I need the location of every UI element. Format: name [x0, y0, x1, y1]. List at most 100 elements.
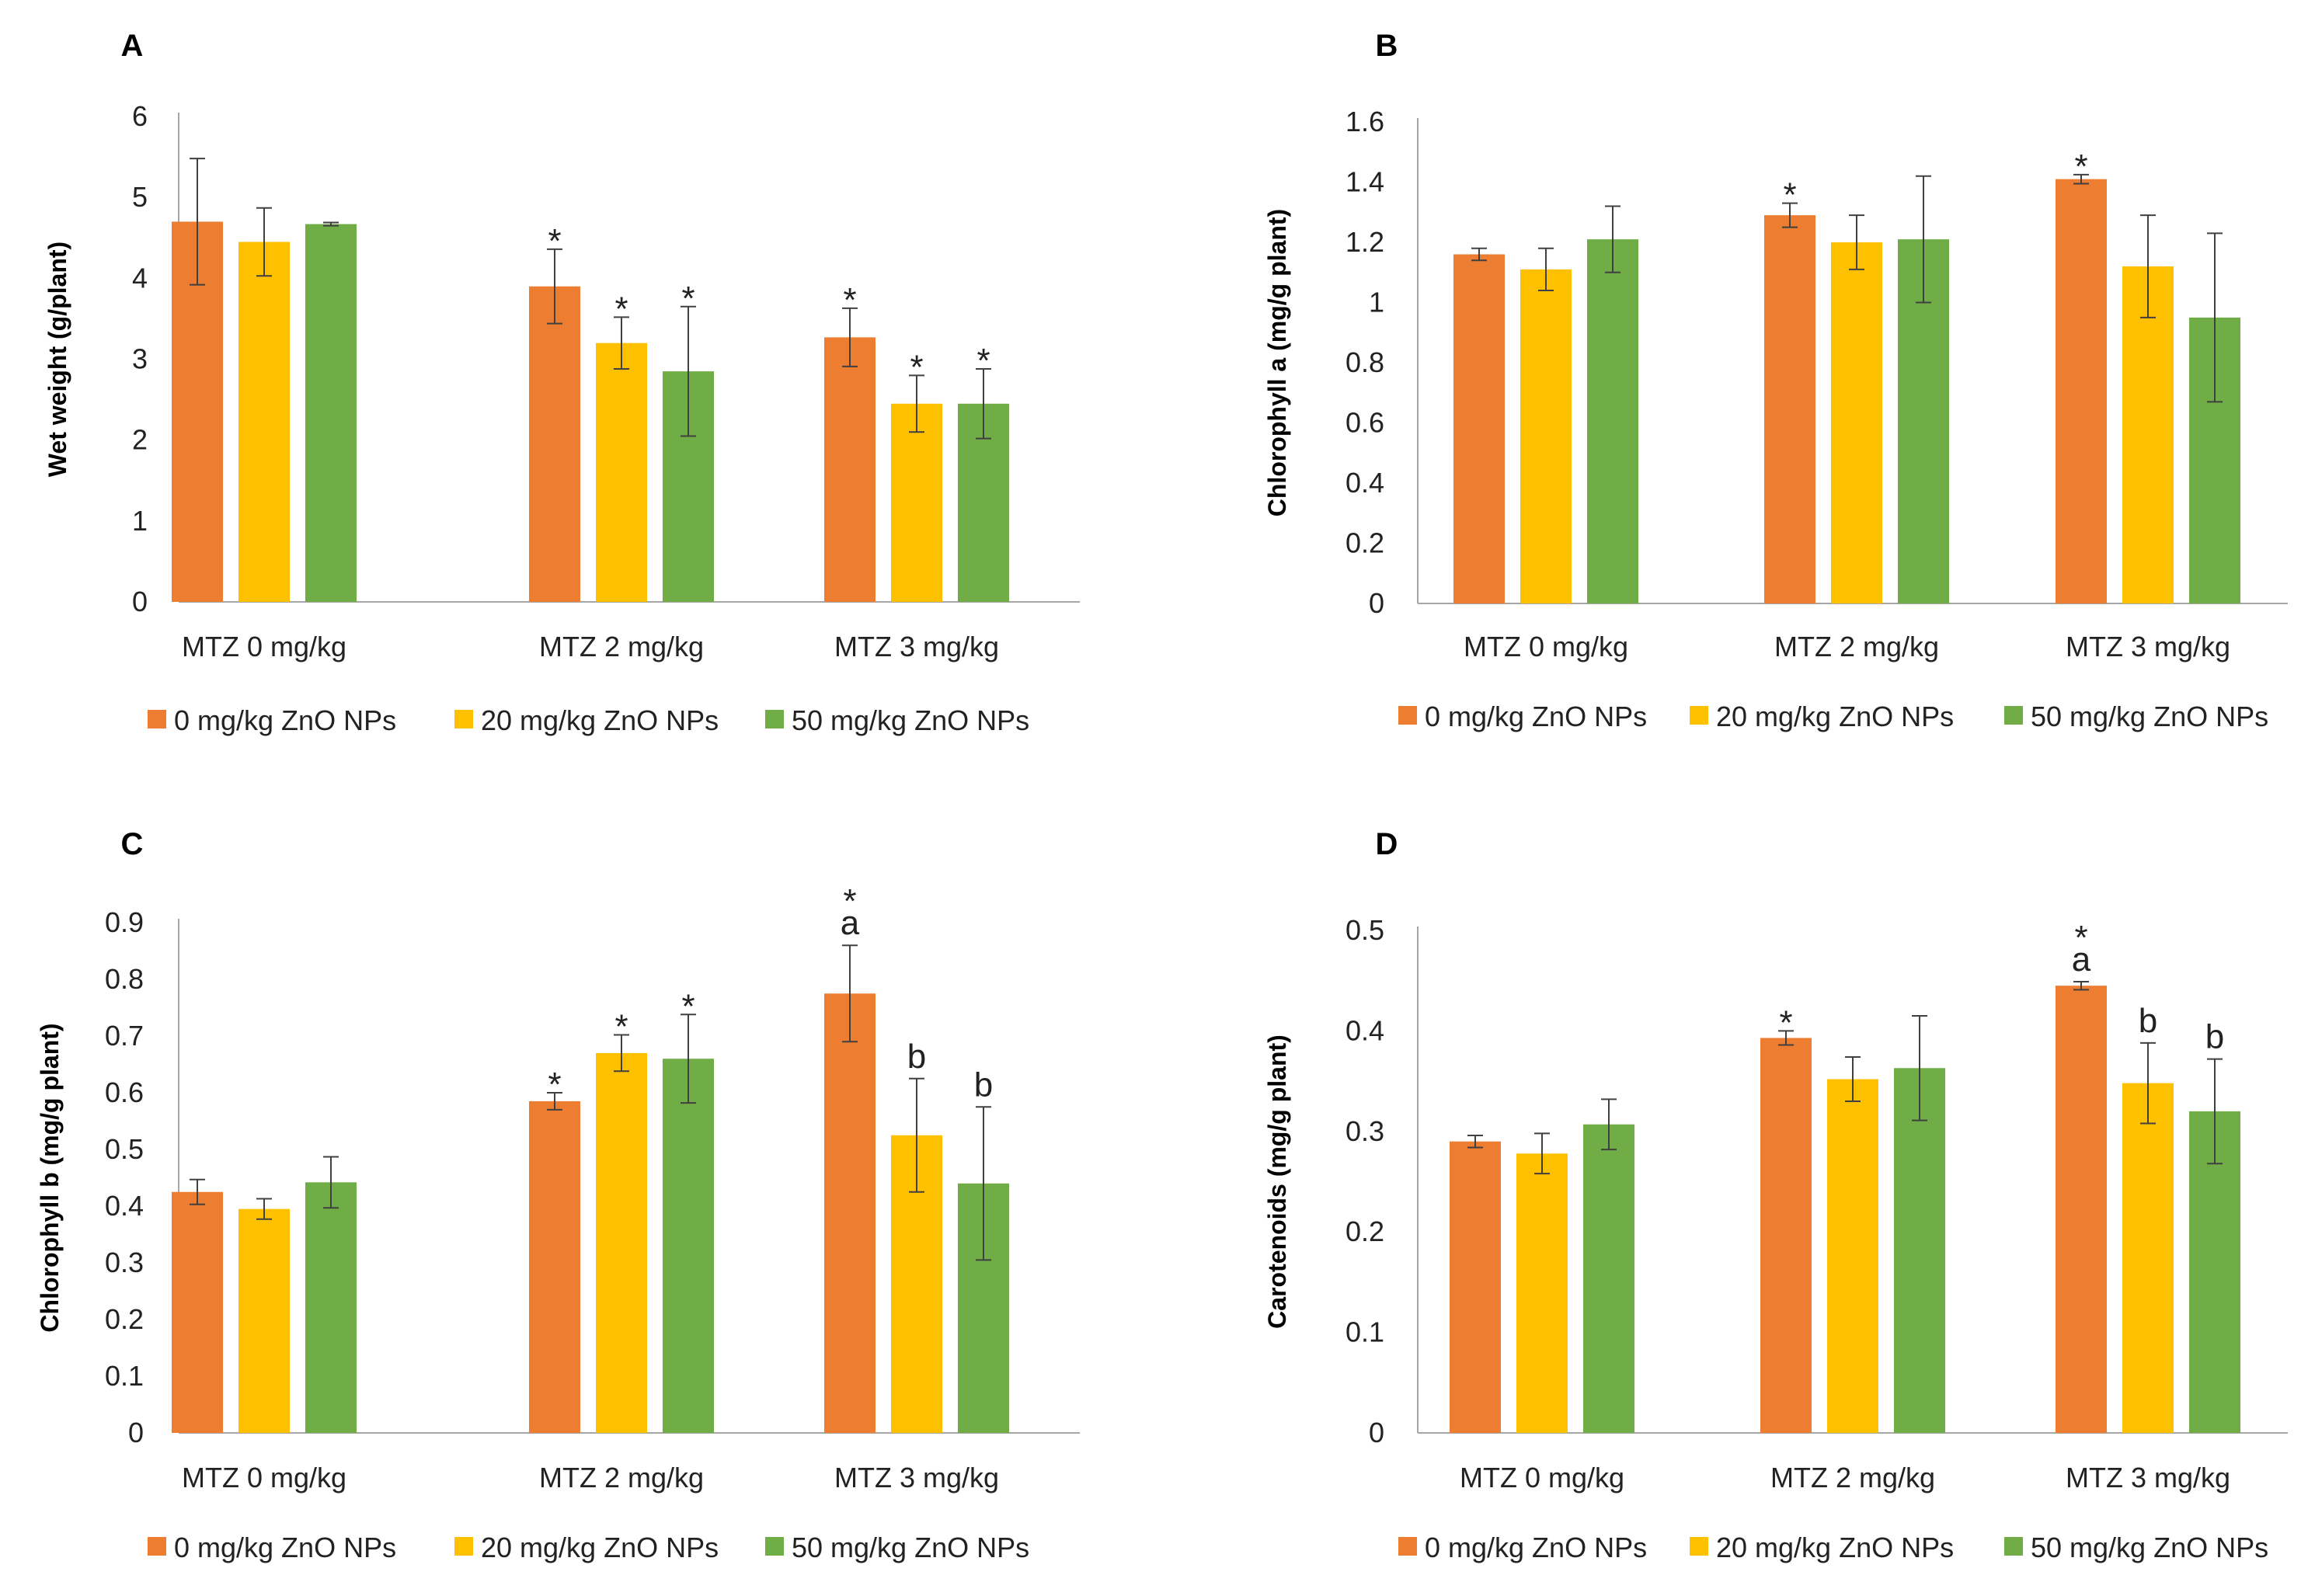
- legend-swatch: [765, 1537, 784, 1556]
- x-category-label: MTZ 3 mg/kg: [2066, 1462, 2230, 1493]
- legend-swatch: [148, 1537, 166, 1556]
- y-tick-label: 0: [132, 586, 148, 617]
- chart-panel-c: C Chlorophyll b (mg/g plant) 0 0.1 0.2 0.3 0.4…: [36, 827, 1080, 1563]
- x-category-label: MTZ 3 mg/kg: [2066, 631, 2230, 662]
- x-category-label: MTZ 0 mg/kg: [1460, 1462, 1624, 1493]
- y-tick-label: 0.6: [105, 1076, 144, 1108]
- legend-swatch: [1398, 706, 1417, 725]
- bar: [2056, 179, 2107, 603]
- y-tick-label: 0.4: [105, 1190, 144, 1222]
- y-tick-label: 1: [1369, 287, 1384, 318]
- y-tick-label: 0.3: [105, 1247, 144, 1278]
- legend-label: 0 mg/kg ZnO NPs: [174, 1532, 396, 1563]
- bar: [663, 1059, 714, 1433]
- legend-label: 20 mg/kg ZnO NPs: [1716, 701, 1954, 732]
- y-axis-label: Wet weight (g/plant): [44, 242, 71, 477]
- y-tick-label: 0: [1369, 587, 1384, 619]
- significance-star: *: [548, 1066, 561, 1104]
- legend-label: 50 mg/kg ZnO NPs: [2031, 1532, 2268, 1563]
- y-tick-label: 1.4: [1345, 166, 1384, 198]
- x-category-label: MTZ 0 mg/kg: [182, 1462, 346, 1493]
- group-letter: b: [2205, 1018, 2224, 1056]
- group-letter: b: [2139, 1002, 2157, 1040]
- significance-star: *: [843, 281, 856, 319]
- y-tick-label: 0.4: [1345, 1014, 1384, 1046]
- bar: [1827, 1079, 1878, 1433]
- significance-star: *: [2074, 919, 2087, 957]
- significance-star: *: [976, 342, 990, 380]
- legend-swatch: [1690, 706, 1708, 725]
- bar: [2122, 1083, 2174, 1433]
- y-tick-label: 0.2: [1345, 1215, 1384, 1247]
- bar: [1587, 239, 1638, 603]
- bar: [596, 342, 647, 602]
- panel-letter: B: [1376, 29, 1398, 63]
- chart-panel-a: A Wet weight (g/plant) 0 1 2 3 4 5 6 MTZ 0 mg/kg M…: [44, 29, 1080, 736]
- significance-star: *: [681, 987, 694, 1025]
- significance-star: *: [614, 1008, 628, 1046]
- bar: [1583, 1124, 1634, 1433]
- bar: [891, 403, 942, 602]
- significance-star: *: [843, 882, 856, 920]
- significance-star: *: [681, 280, 694, 318]
- bar: [1764, 215, 1815, 603]
- y-tick-label: 0.6: [1345, 407, 1384, 439]
- significance-star: *: [614, 290, 628, 328]
- y-tick-label: 3: [132, 343, 148, 375]
- bar: [305, 224, 357, 602]
- y-tick-label: 1: [132, 505, 148, 537]
- group-letter: b: [907, 1038, 926, 1076]
- bar: [2056, 986, 2107, 1433]
- panel-letter: C: [121, 827, 144, 861]
- group-letter: b: [974, 1066, 993, 1104]
- y-tick-label: 2: [132, 424, 148, 456]
- y-axis-label: Chlorophyll a (mg/g plant): [1263, 209, 1291, 516]
- y-tick-label: 0: [128, 1417, 144, 1448]
- legend-swatch: [2004, 706, 2023, 725]
- x-category-label: MTZ 2 mg/kg: [539, 631, 704, 662]
- bar: [238, 242, 290, 602]
- panel-letter: D: [1376, 827, 1398, 861]
- legend-swatch: [454, 1537, 473, 1556]
- y-tick-label: 0.8: [105, 963, 144, 995]
- y-tick-label: 0.7: [105, 1020, 144, 1052]
- legend-swatch: [148, 710, 166, 728]
- significance-star: *: [1783, 176, 1796, 214]
- y-tick-label: 0.2: [1345, 527, 1384, 559]
- bar: [824, 337, 876, 602]
- y-tick-label: 1.6: [1345, 106, 1384, 137]
- y-axis-label: Chlorophyll b (mg/g plant): [36, 1023, 64, 1332]
- significance-star: *: [1779, 1003, 1792, 1041]
- legend-label: 50 mg/kg ZnO NPs: [792, 1532, 1029, 1563]
- y-tick-label: 0.3: [1345, 1115, 1384, 1147]
- significance-star: *: [910, 348, 923, 386]
- y-tick-label: 0.4: [1345, 467, 1384, 499]
- x-category-label: MTZ 3 mg/kg: [834, 1462, 999, 1493]
- bar: [596, 1052, 647, 1433]
- significance-star: *: [2074, 148, 2087, 186]
- bar: [1760, 1038, 1812, 1433]
- legend-swatch: [454, 710, 473, 728]
- bar: [172, 1191, 223, 1433]
- x-category-label: MTZ 2 mg/kg: [539, 1462, 704, 1493]
- legend-label: 0 mg/kg ZnO NPs: [1425, 1532, 1647, 1563]
- bar: [2122, 266, 2174, 603]
- bar: [1894, 1068, 1945, 1433]
- legend-label: 20 mg/kg ZnO NPs: [481, 704, 719, 736]
- y-tick-label: 1.2: [1345, 226, 1384, 258]
- legend-label: 50 mg/kg ZnO NPs: [792, 704, 1029, 736]
- x-category-label: MTZ 2 mg/kg: [1774, 631, 1939, 662]
- bar: [529, 1101, 580, 1433]
- y-tick-label: 5: [132, 181, 148, 213]
- bar: [1450, 1141, 1501, 1433]
- legend-label: 20 mg/kg ZnO NPs: [481, 1532, 719, 1563]
- y-tick-label: 4: [132, 262, 148, 294]
- legend-swatch: [1398, 1537, 1417, 1556]
- y-tick-label: 0.1: [1345, 1316, 1384, 1348]
- legend-swatch: [1690, 1537, 1708, 1556]
- bar: [1453, 254, 1505, 603]
- x-category-label: MTZ 0 mg/kg: [1464, 631, 1628, 662]
- legend-label: 20 mg/kg ZnO NPs: [1716, 1532, 1954, 1563]
- legend-label: 0 mg/kg ZnO NPs: [1425, 701, 1647, 732]
